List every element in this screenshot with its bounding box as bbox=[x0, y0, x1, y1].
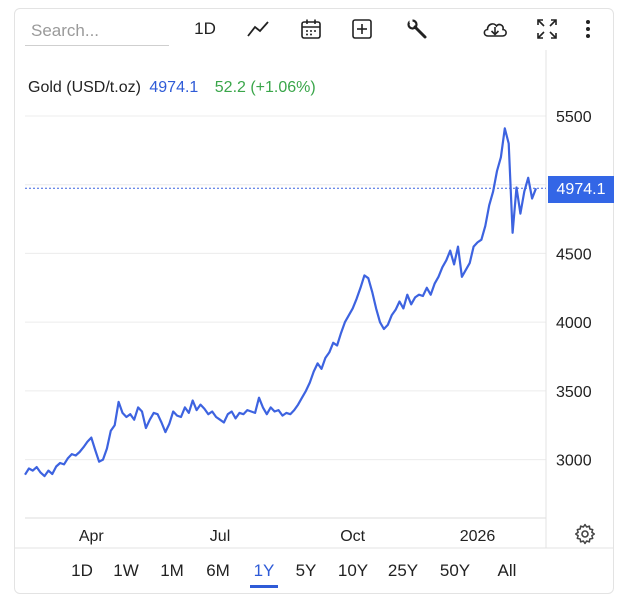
series-line bbox=[24, 127, 538, 478]
more-menu-icon[interactable] bbox=[580, 14, 596, 44]
y-tick-label: 4000 bbox=[556, 315, 592, 332]
legend-symbol: Gold (USD/t.oz) bbox=[28, 79, 141, 96]
wrench-icon[interactable] bbox=[404, 14, 430, 44]
x-tick-label: 2026 bbox=[460, 528, 496, 545]
calendar-icon[interactable] bbox=[298, 14, 324, 44]
range-1y[interactable]: 1Y bbox=[250, 558, 278, 588]
line-chart-icon[interactable] bbox=[245, 14, 271, 44]
chart-widget bbox=[14, 8, 614, 594]
y-tick-label: 5500 bbox=[556, 109, 592, 126]
search-input[interactable] bbox=[25, 16, 169, 46]
x-tick-label: Apr bbox=[79, 528, 105, 545]
fullscreen-icon[interactable] bbox=[534, 14, 560, 44]
y-tick-label: 4500 bbox=[556, 246, 592, 263]
y-tick-label: 3500 bbox=[556, 384, 592, 401]
x-axis: Apr Jul Oct 2026 bbox=[79, 528, 496, 545]
last-price-tag: 4974.1 bbox=[548, 176, 614, 203]
legend-last-price: 4974.1 bbox=[149, 79, 199, 96]
range-1d[interactable]: 1D bbox=[71, 561, 93, 580]
range-6m[interactable]: 6M bbox=[206, 561, 230, 580]
add-compare-icon[interactable] bbox=[349, 14, 375, 44]
range-50y[interactable]: 50Y bbox=[439, 561, 471, 580]
range-all[interactable]: All bbox=[497, 561, 517, 580]
range-1w[interactable]: 1W bbox=[113, 561, 139, 580]
chart-grid bbox=[14, 50, 614, 549]
cloud-download-icon[interactable] bbox=[480, 14, 510, 44]
range-selector: 1D 1W 1M 6M 1Y 5Y 10Y 25Y 50Y All bbox=[24, 548, 544, 590]
x-tick-label: Oct bbox=[340, 528, 365, 545]
x-tick-label: Jul bbox=[210, 528, 230, 545]
range-5y[interactable]: 5Y bbox=[295, 561, 317, 580]
y-tick-label: 3000 bbox=[556, 453, 592, 470]
chart-legend: Gold (USD/t.oz) 4974.1 52.2 (+1.06%) bbox=[28, 79, 316, 97]
legend-change: 52.2 (+1.06%) bbox=[214, 79, 316, 96]
range-1m[interactable]: 1M bbox=[160, 561, 184, 580]
y-axis: 3000 3500 4000 4500 5500 bbox=[556, 109, 592, 470]
settings-gear-icon[interactable] bbox=[574, 523, 596, 545]
interval-button[interactable]: 1D bbox=[194, 19, 216, 38]
range-25y[interactable]: 25Y bbox=[387, 561, 419, 580]
range-10y[interactable]: 10Y bbox=[337, 561, 369, 580]
